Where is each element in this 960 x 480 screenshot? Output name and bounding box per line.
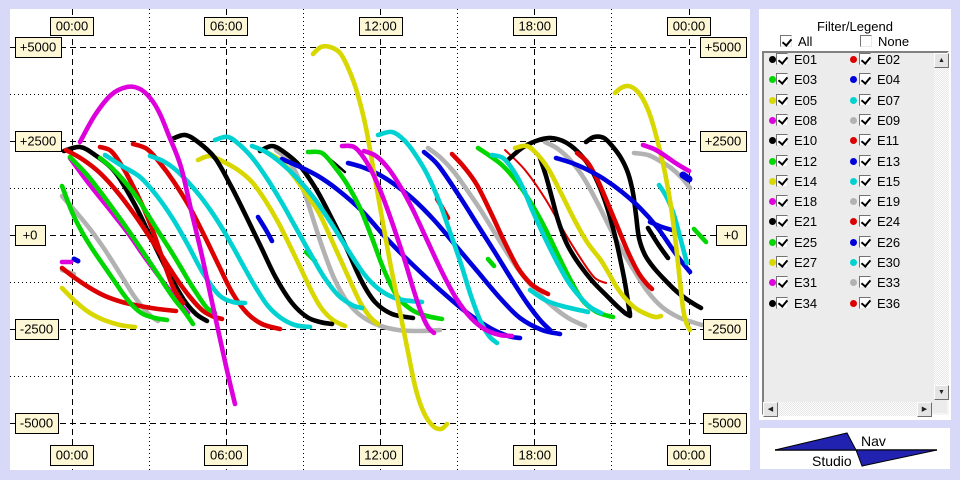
svg-text:+0: +0 <box>23 228 38 243</box>
svg-text:Nav: Nav <box>861 433 886 449</box>
svg-text:06:00: 06:00 <box>210 448 243 463</box>
svg-text:-5000: -5000 <box>20 416 53 431</box>
svg-text:+2500: +2500 <box>705 134 742 149</box>
svg-text:+5000: +5000 <box>20 40 57 55</box>
svg-text:00:00: 00:00 <box>673 19 706 34</box>
svg-text:12:00: 12:00 <box>364 448 397 463</box>
svg-text:+0: +0 <box>724 228 739 243</box>
svg-text:+2500: +2500 <box>20 134 57 149</box>
svg-text:00:00: 00:00 <box>56 19 89 34</box>
svg-text:-2500: -2500 <box>708 322 741 337</box>
svg-text:12:00: 12:00 <box>364 19 397 34</box>
svg-text:-2500: -2500 <box>20 322 53 337</box>
svg-text:18:00: 18:00 <box>518 448 551 463</box>
svg-text:+5000: +5000 <box>705 40 742 55</box>
svg-text:18:00: 18:00 <box>518 19 551 34</box>
svg-text:-5000: -5000 <box>708 416 741 431</box>
svg-text:06:00: 06:00 <box>210 19 243 34</box>
svg-text:Studio: Studio <box>812 453 852 469</box>
svg-text:00:00: 00:00 <box>56 448 89 463</box>
svg-text:00:00: 00:00 <box>673 448 706 463</box>
